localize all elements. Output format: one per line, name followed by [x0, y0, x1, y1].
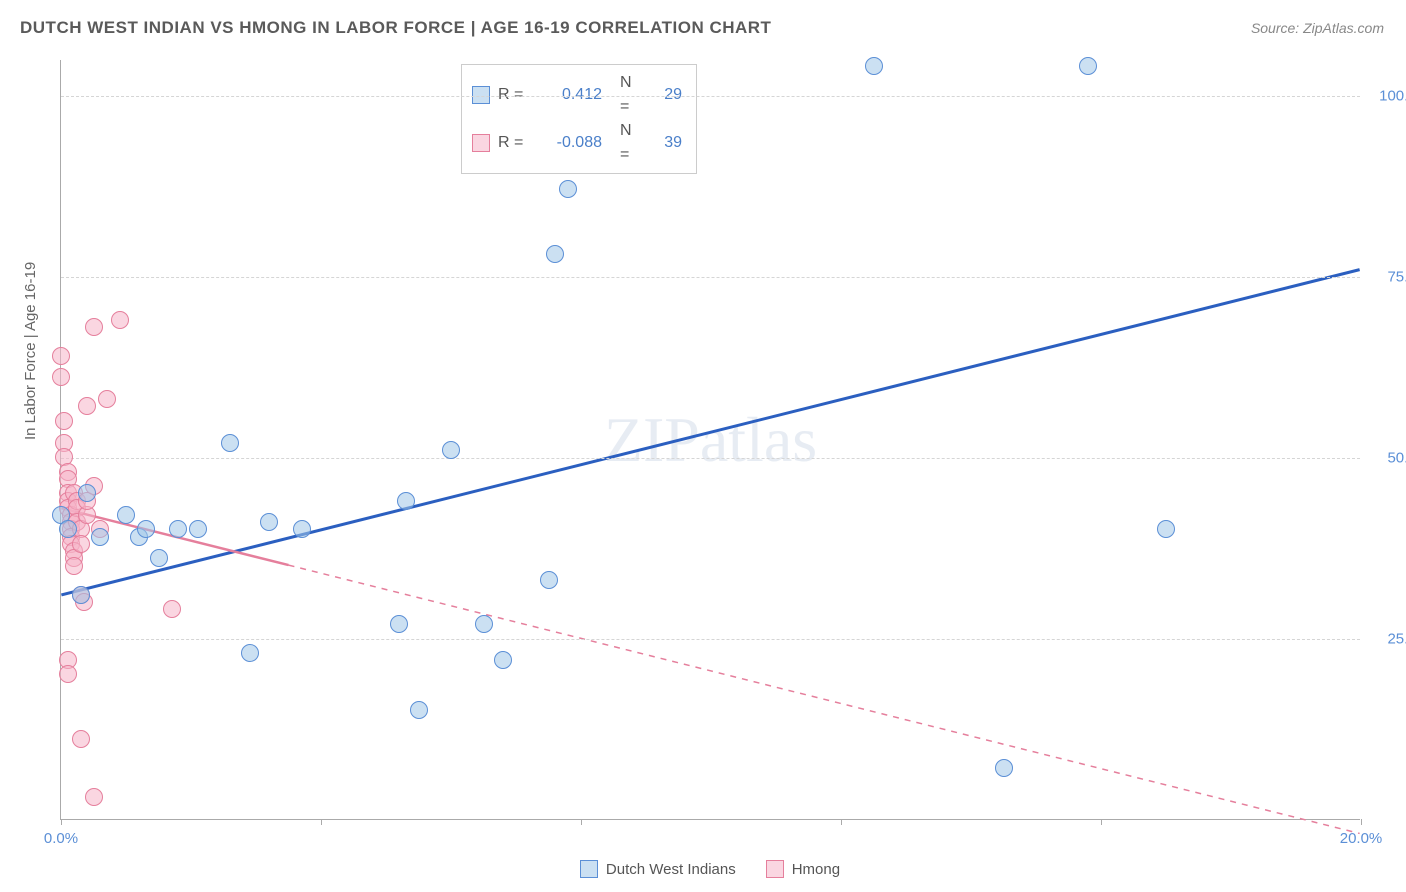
data-point	[98, 390, 116, 408]
plot-area: ZIPatlas R =0.412N =29R =-0.088N =39 25.…	[60, 60, 1360, 820]
stats-row: R = -0.088 N = 39	[472, 119, 682, 167]
gridline	[61, 639, 1360, 640]
data-point	[137, 520, 155, 538]
data-point	[260, 513, 278, 531]
gridline	[61, 277, 1360, 278]
data-point	[221, 434, 239, 452]
data-point	[1157, 520, 1175, 538]
gridline	[61, 458, 1360, 459]
x-tick-label: 20.0%	[1340, 830, 1383, 847]
legend: Dutch West Indians Hmong	[60, 860, 1360, 878]
legend-label: Hmong	[792, 861, 840, 878]
data-point	[85, 318, 103, 336]
data-point	[78, 484, 96, 502]
swatch-icon	[766, 860, 784, 878]
swatch-icon	[580, 860, 598, 878]
x-tick-label: 0.0%	[44, 830, 78, 847]
data-point	[559, 180, 577, 198]
data-point	[169, 520, 187, 538]
data-point	[55, 412, 73, 430]
source-attribution: Source: ZipAtlas.com	[1251, 20, 1384, 36]
data-point	[65, 557, 83, 575]
n-value: 39	[652, 131, 682, 155]
stats-row: R = 0.412 N = 29	[472, 71, 682, 119]
data-point	[546, 245, 564, 263]
data-point	[995, 759, 1013, 777]
data-point	[865, 57, 883, 75]
data-point	[52, 368, 70, 386]
y-tick-label: 75.0%	[1370, 269, 1406, 286]
swatch-icon	[472, 86, 490, 104]
r-value: -0.088	[540, 131, 602, 155]
data-point	[442, 441, 460, 459]
correlation-stats-box: R = 0.412 N = 29 R = -0.088 N = 39	[461, 64, 697, 174]
data-point	[540, 571, 558, 589]
y-tick-label: 100.0%	[1370, 88, 1406, 105]
data-point	[163, 600, 181, 618]
r-label: R =	[498, 131, 532, 155]
data-point	[1079, 57, 1097, 75]
data-point	[111, 311, 129, 329]
data-point	[241, 644, 259, 662]
data-point	[117, 506, 135, 524]
x-tick	[841, 819, 842, 825]
data-point	[72, 586, 90, 604]
n-value: 29	[652, 83, 682, 107]
data-point	[293, 520, 311, 538]
data-point	[494, 651, 512, 669]
legend-item: Dutch West Indians	[580, 860, 736, 878]
regression-lines	[61, 60, 1360, 819]
data-point	[475, 615, 493, 633]
swatch-icon	[472, 134, 490, 152]
data-point	[72, 535, 90, 553]
x-tick	[321, 819, 322, 825]
x-tick	[1361, 819, 1362, 825]
n-label: N =	[620, 71, 644, 119]
data-point	[59, 520, 77, 538]
data-point	[410, 701, 428, 719]
data-point	[390, 615, 408, 633]
data-point	[150, 549, 168, 567]
gridline	[61, 96, 1360, 97]
data-point	[189, 520, 207, 538]
r-label: R =	[498, 83, 532, 107]
y-axis-label: In Labor Force | Age 16-19	[22, 262, 39, 440]
data-point	[59, 665, 77, 683]
data-point	[91, 528, 109, 546]
legend-item: Hmong	[766, 860, 840, 878]
r-value: 0.412	[540, 83, 602, 107]
chart-title: DUTCH WEST INDIAN VS HMONG IN LABOR FORC…	[20, 18, 771, 38]
y-tick-label: 25.0%	[1370, 631, 1406, 648]
x-tick	[61, 819, 62, 825]
data-point	[78, 397, 96, 415]
x-tick	[581, 819, 582, 825]
data-point	[52, 347, 70, 365]
n-label: N =	[620, 119, 644, 167]
y-tick-label: 50.0%	[1370, 450, 1406, 467]
data-point	[72, 730, 90, 748]
data-point	[85, 788, 103, 806]
legend-label: Dutch West Indians	[606, 861, 736, 878]
data-point	[397, 492, 415, 510]
x-tick	[1101, 819, 1102, 825]
